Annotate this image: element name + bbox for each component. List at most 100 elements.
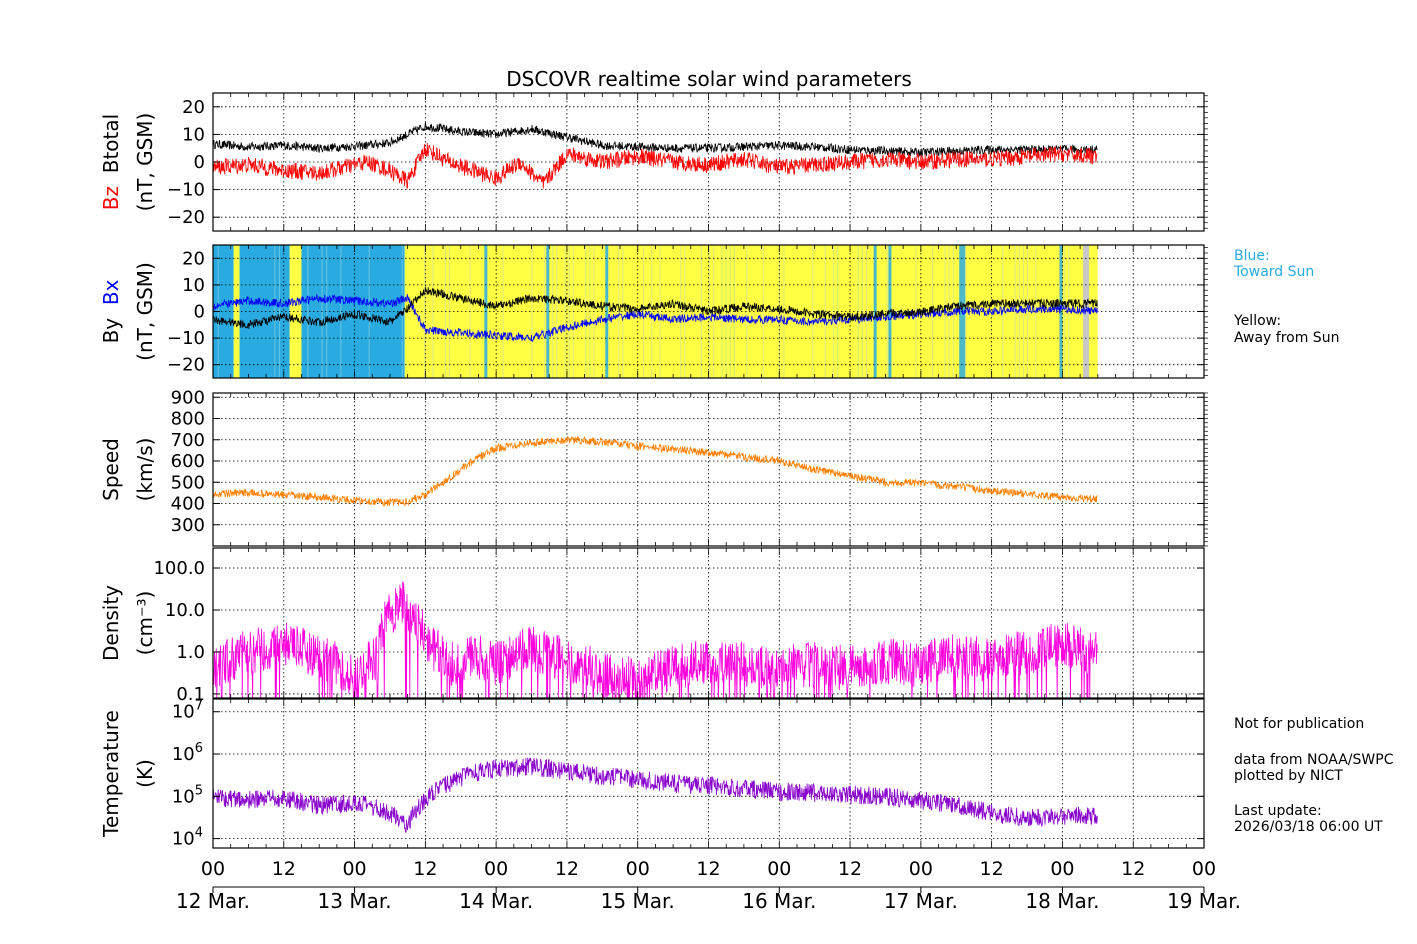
series-group [213,581,1098,698]
hour-tick-label: 12 [838,858,862,880]
plotted-by-note: plotted by NICT [1234,768,1343,784]
legend-yellow-desc: Away from Sun [1234,330,1340,346]
hour-tick-label: 12 [555,858,579,880]
legend-blue-label: Blue: [1234,248,1270,264]
y-axis-label: Bz Btotal [99,114,123,210]
y-tick-label: −10 [167,180,205,201]
sector-stripe-fine [684,245,686,378]
y-axis-units: (nT, GSM) [133,262,157,361]
y-tick-label: −10 [167,328,205,349]
y-axis-label-part: Bz [99,186,123,210]
series-speed-line [213,435,1098,507]
series-density-line [213,581,1098,698]
y-tick-label: 500 [171,472,205,493]
sector-stripe-fine [340,245,342,378]
sector-stripe-fine [762,245,764,378]
sector-stripe-fine [643,245,645,378]
sector-stripe-fine [680,245,682,378]
y-axis-label: By Bx [99,279,123,343]
series-group [213,435,1098,507]
sector-stripe-fine [1018,245,1020,378]
grid [213,393,1204,546]
sector-stripe-fine [531,245,533,378]
y-tick-label: 400 [171,494,205,515]
hour-tick-label: 12 [696,858,720,880]
y-tick-label: 900 [171,387,205,408]
panel-bz-btotal: 20 10 0 −10 −20 Bz Btotal (nT, GSM) [99,92,1208,232]
grid [213,93,1204,231]
y-tick-label: 0.1 [176,684,205,705]
y-tick-label: 10 [182,275,205,296]
hour-tick-label: 00 [342,858,366,880]
sector-stripe-fine [543,245,545,378]
grid [213,245,1204,378]
series-bz-line [213,142,1098,190]
hour-tick-label: 00 [626,858,650,880]
panel-frame [212,698,1205,849]
day-label: 18 Mar. [1025,889,1099,913]
y-axis-label: Temperature [99,710,123,838]
sector-stripe-fine [746,245,748,378]
time-ticks [212,548,1205,698]
chart-title: DSCOVR realtime solar wind parameters [506,67,912,91]
y-axis-units: (K) [133,759,157,788]
sector-stripe-fine [779,245,781,378]
sector-toward-stripe [873,245,877,378]
sector-stripe-fine [552,245,554,378]
grid [213,699,1204,848]
hour-tick-label: 12 [980,858,1004,880]
y-tick-label: 800 [171,409,205,430]
y-tick-label: 100.0 [153,558,205,579]
y-tick-label: 107 [172,699,203,723]
sector-stripe-fine [307,245,309,378]
sector-toward-stripe [605,245,609,378]
hour-tick-label: 00 [1192,858,1216,880]
series-bx-line [213,293,1098,343]
sector-stripe-fine [502,245,504,378]
sector-away-band [233,245,240,378]
hour-tick-label: 00 [201,858,225,880]
panel-by-bx: 20 10 0 −10 −20 By Bx (nT, GSM) [99,244,1208,379]
y-tick-label: 20 [182,97,205,118]
y-tick-label: 600 [171,451,205,472]
last-update-value: 2026/03/18 06:00 UT [1234,819,1383,835]
data-source-note: data from NOAA/SWPC [1234,752,1394,768]
series-group [213,121,1098,190]
sector-stripe-fine [783,245,785,378]
y-tick-label: 0 [194,152,205,173]
hour-tick-label: 00 [1050,858,1074,880]
last-update-label: Last update: [1234,803,1322,819]
sector-stripe-fine [915,245,917,378]
y-tick-label: 104 [172,826,203,850]
hour-tick-label: 00 [767,858,791,880]
y-tick-label: 0 [194,302,205,323]
sector-stripe-fine [651,245,653,378]
y-axis-units: (cm⁻³) [133,591,157,656]
time-ticks [212,699,1205,848]
legend-blue-desc: Toward Sun [1234,264,1315,280]
y-tick-label: 700 [171,430,205,451]
sector-toward-stripe [1059,245,1063,378]
hour-tick-label: 12 [1121,858,1145,880]
sector-stripe-fine [1027,245,1029,378]
y-tick-label: 300 [171,515,205,536]
hour-tick-label: 00 [909,858,933,880]
sector-stripe-fine [274,245,276,378]
y-tick-label: 105 [172,783,203,807]
y-axis-label-part: By [99,318,123,344]
hour-tick-label: 00 [484,858,508,880]
day-label: 13 Mar. [318,889,392,913]
y-tick-label: −20 [167,355,205,376]
y-tick-label: 106 [172,741,203,765]
sector-toward-stripe [959,245,963,378]
hour-tick-label: 12 [272,858,296,880]
sector-stripe-fine [326,245,328,378]
day-label: 12 Mar. [176,889,250,913]
sector-stripe-fine [886,245,888,378]
sector-toward-stripe [962,245,966,378]
sector-stripe-fine [279,245,281,378]
time-ticks [212,93,1208,231]
y-axis-label-part: Btotal [99,114,123,186]
time-ticks [212,392,1208,547]
